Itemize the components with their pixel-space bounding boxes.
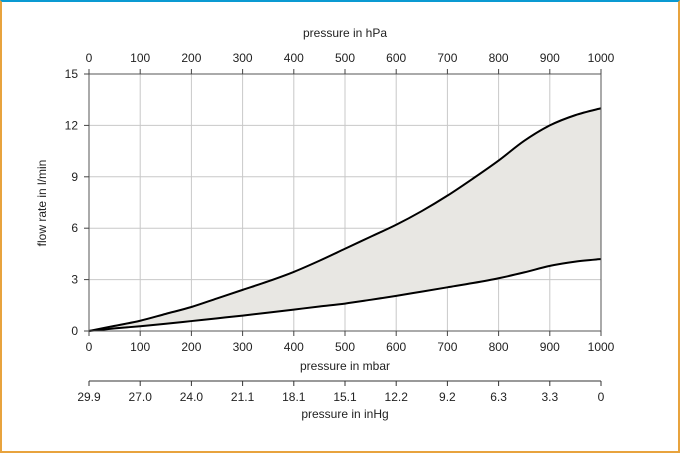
tick-marks — [84, 69, 602, 386]
x-top-tick-label: 800 — [489, 51, 509, 65]
x-bottom-axis-title: pressure in mbar — [300, 359, 390, 373]
x-bottom-tick-label: 0 — [86, 340, 93, 354]
inhg-tick-label: 3.3 — [541, 390, 558, 404]
inhg-tick-label: 0 — [598, 390, 605, 404]
x-top-axis-title: pressure in hPa — [303, 26, 387, 40]
x-bottom-tick-label: 600 — [386, 340, 406, 354]
x-bottom-tick-label: 700 — [437, 340, 457, 354]
x-bottom-tick-label: 100 — [130, 340, 150, 354]
x-top-tick-label: 100 — [130, 51, 150, 65]
flow-rate-band — [89, 108, 601, 332]
x-top-tick-label: 700 — [437, 51, 457, 65]
inhg-tick-label: 24.0 — [180, 390, 204, 404]
y-tick-label: 12 — [65, 118, 79, 132]
inhg-tick-label: 12.2 — [385, 390, 409, 404]
inhg-tick-label: 21.1 — [231, 390, 255, 404]
inhg-tick-label: 6.3 — [490, 390, 507, 404]
x-top-tick-label: 200 — [181, 51, 201, 65]
y-tick-label: 6 — [71, 221, 78, 235]
x-bottom-tick-label: 800 — [489, 340, 509, 354]
x-top-tick-label: 900 — [540, 51, 560, 65]
y-tick-label: 9 — [71, 170, 78, 184]
tick-labels: 0010010020020030030040040050050060060070… — [65, 51, 615, 404]
inhg-tick-label: 29.9 — [77, 390, 101, 404]
x-bottom-tick-label: 400 — [284, 340, 304, 354]
inhg-tick-label: 9.2 — [439, 390, 456, 404]
inhg-tick-label: 15.1 — [333, 390, 357, 404]
y-axis-title: flow rate in l/min — [35, 160, 49, 247]
y-tick-label: 3 — [71, 273, 78, 287]
x-bottom-tick-label: 900 — [540, 340, 560, 354]
inhg-tick-label: 18.1 — [282, 390, 306, 404]
x-top-tick-label: 400 — [284, 51, 304, 65]
x-top-tick-label: 1000 — [588, 51, 615, 65]
x-top-tick-label: 600 — [386, 51, 406, 65]
lower-flow-curve — [88, 258, 602, 332]
x-bottom-tick-label: 500 — [335, 340, 355, 354]
x-top-tick-label: 300 — [233, 51, 253, 65]
x-top-tick-label: 500 — [335, 51, 355, 65]
x-bottom-tick-label: 1000 — [588, 340, 615, 354]
x-top-tick-label: 0 — [86, 51, 93, 65]
x-bottom-tick-label: 200 — [181, 340, 201, 354]
inhg-axis-title: pressure in inHg — [301, 407, 388, 421]
y-tick-label: 15 — [65, 67, 79, 81]
x-bottom-tick-label: 300 — [233, 340, 253, 354]
inhg-tick-label: 27.0 — [129, 390, 153, 404]
upper-flow-curve — [88, 107, 602, 332]
y-tick-label: 0 — [71, 324, 78, 338]
